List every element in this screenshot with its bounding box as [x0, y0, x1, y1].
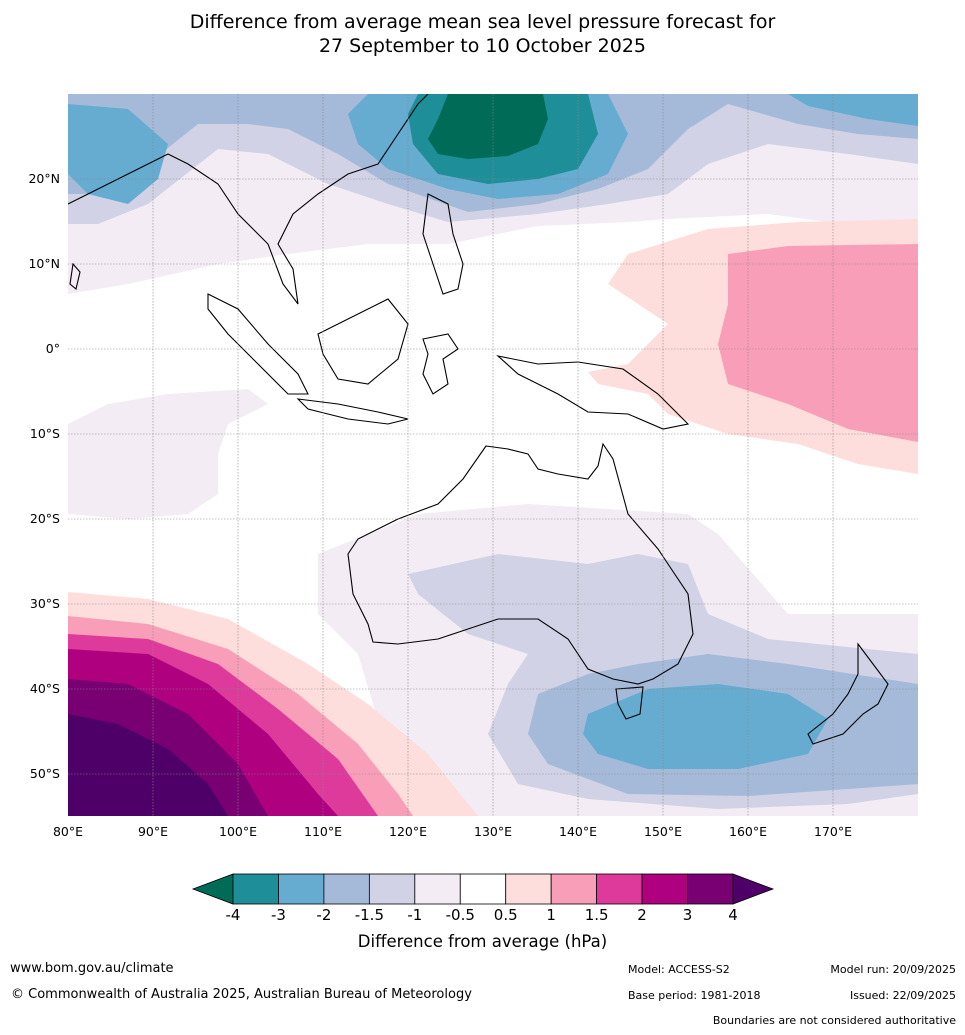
borneo-coastline — [317, 298, 409, 385]
colorbar-swatch — [278, 873, 325, 905]
anomaly-region-scs-d5 — [428, 94, 548, 159]
lat-label-10s: 10°S — [29, 426, 60, 441]
colorbar-swatch — [596, 873, 643, 905]
lon-label-90e: 90°E — [137, 824, 169, 839]
colorbar-tick-label: 3 — [682, 906, 693, 924]
chart-title: Difference from average mean sea level p… — [0, 10, 965, 58]
anomaly-region-sw-p4 — [68, 714, 228, 816]
sulawesi-coastline — [422, 333, 459, 395]
sri-lanka-coastline — [69, 262, 81, 290]
lat-label-30s: 30°S — [29, 596, 60, 611]
colorbar-extend-high — [732, 873, 775, 905]
lat-label-20n: 20°N — [28, 171, 60, 186]
colorbar-swatch — [414, 873, 461, 905]
colorbar-swatch — [641, 873, 688, 905]
colorbar-swatch — [550, 873, 598, 905]
asia-mainland-coastline — [68, 94, 429, 305]
footer-base-period: Base period: 1981-2018 — [628, 989, 761, 1002]
philippines-coastline — [422, 193, 464, 295]
lon-label-170e: 170°E — [813, 824, 853, 839]
lon-label-140e: 140°E — [558, 824, 598, 839]
colorbar-tick-label: 2 — [637, 906, 647, 924]
colorbar-swatches — [191, 873, 775, 905]
colorbar-tick-label: -2 — [316, 906, 332, 924]
footer-disclaimer: Boundaries are not considered authoritat… — [712, 1014, 956, 1027]
lon-label-160e: 160°E — [728, 824, 768, 839]
colorbar-tick-label: -4 — [225, 906, 241, 924]
colorbar-label: Difference from average (hPa) — [357, 932, 608, 951]
lat-label-40s: 40°S — [29, 681, 60, 696]
lat-label-0: 0° — [45, 341, 60, 356]
new-zealand-coastline — [807, 642, 889, 745]
australia-coastline — [347, 442, 694, 685]
lon-label-110e: 110°E — [303, 824, 343, 839]
lon-label-100e: 100°E — [218, 824, 258, 839]
java-coastline — [296, 398, 409, 425]
footer-model: Model: ACCESS-S2 — [628, 963, 730, 976]
tasmania-coastline — [615, 686, 644, 720]
colorbar-swatch — [323, 873, 370, 905]
lat-label-20s: 20°S — [29, 511, 60, 526]
colorbar-swatch — [687, 873, 734, 905]
colorbar-swatch — [368, 873, 416, 905]
footer-website: www.bom.gov.au/climate — [10, 961, 174, 976]
colorbar-swatch — [459, 873, 507, 905]
colorbar-tick-label: 1 — [546, 906, 556, 924]
footer-issued: Issued: 22/09/2025 — [849, 989, 956, 1002]
lon-label-150e: 150°E — [643, 824, 683, 839]
colorbar-tick-label: -0.5 — [445, 906, 475, 924]
colorbar-tick-label: -1 — [407, 906, 423, 924]
title-line-1: Difference from average mean sea level p… — [189, 11, 776, 33]
footer-model-run: Model run: 20/09/2025 — [830, 963, 956, 976]
lon-label-130e: 130°E — [473, 824, 513, 839]
colorbar-extend-low — [191, 873, 234, 905]
graticule — [68, 94, 918, 816]
colorbar-tick-label: -3 — [270, 906, 286, 924]
colorbar-tick-label: 4 — [728, 906, 738, 924]
anomaly-region-indian-light — [68, 389, 268, 519]
sumatra-coastline — [207, 293, 309, 395]
colorbar-swatch — [232, 873, 279, 905]
colorbar-tick-label: 0.5 — [493, 906, 518, 924]
anomaly-region-ne-d3 — [788, 94, 918, 126]
lon-label-80e: 80°E — [52, 824, 84, 839]
lat-label-50s: 50°S — [29, 766, 60, 781]
anomaly-region-south-d3 — [583, 684, 828, 769]
new-guinea-coastline — [496, 355, 690, 430]
lat-label-10n: 10°N — [28, 256, 60, 271]
colorbar-tick-label: 1.5 — [584, 906, 609, 924]
title-line-2: 27 September to 10 October 2025 — [318, 35, 647, 57]
footer-copyright: © Commonwealth of Australia 2025, Austra… — [11, 987, 472, 1002]
lon-label-120e: 120°E — [388, 824, 428, 839]
colorbar-swatch — [505, 873, 552, 905]
colorbar-tick-label: -1.5 — [354, 906, 384, 924]
pressure-anomaly-map — [68, 94, 918, 816]
anomaly-region-pacific-p1 — [718, 244, 918, 442]
